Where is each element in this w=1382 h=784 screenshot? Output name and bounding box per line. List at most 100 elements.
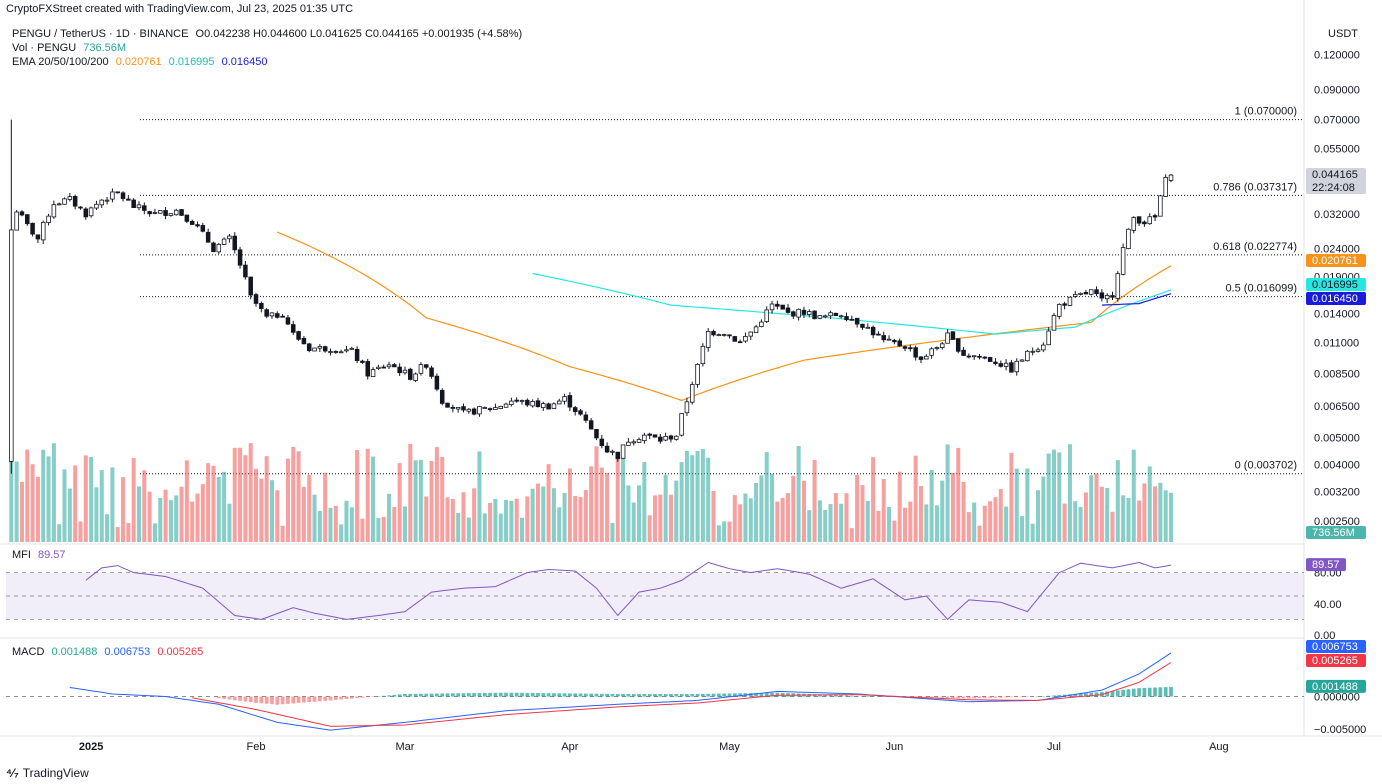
volume-bar — [764, 452, 769, 542]
candle-body — [40, 221, 46, 241]
candle-body — [993, 361, 998, 364]
volume-bar — [982, 505, 987, 542]
volume-bar — [30, 464, 35, 542]
volume-bar — [535, 483, 540, 542]
volume-bar — [488, 502, 493, 542]
volume-bar — [25, 449, 30, 542]
macd-histogram-bar — [610, 693, 615, 697]
volume-bar — [913, 455, 918, 542]
candle-body — [189, 221, 195, 225]
macd-histogram-bar — [1046, 695, 1051, 697]
candle-body — [56, 203, 62, 206]
volume-bar — [78, 521, 83, 542]
volume-bar — [243, 455, 248, 542]
volume-bar — [887, 507, 892, 542]
volume-bar — [179, 486, 184, 542]
macd-histogram-bar — [381, 695, 386, 697]
candle-body — [1152, 215, 1158, 218]
candle-body — [397, 366, 402, 374]
volume-bar — [301, 486, 306, 542]
time-tick-label: May — [719, 741, 740, 753]
candle-body — [620, 444, 626, 459]
candle-body — [689, 384, 695, 403]
volume-bar — [908, 501, 913, 542]
macd-histogram-bar — [1169, 686, 1173, 697]
macd-histogram-bar — [254, 696, 258, 703]
candle-body — [860, 323, 865, 328]
candle-body — [977, 355, 982, 358]
candle-body — [530, 401, 535, 407]
candle-body — [466, 408, 472, 412]
macd-histogram-bar — [1084, 693, 1088, 697]
volume-bar — [844, 493, 849, 542]
candle-body — [115, 191, 120, 194]
volume-bar — [211, 465, 216, 542]
volume-bar — [254, 468, 259, 542]
volume-bar — [658, 494, 663, 542]
candle-body — [945, 332, 950, 344]
volume-bar — [1083, 492, 1088, 542]
candle-body — [1099, 292, 1105, 299]
macd-histogram-bar — [685, 693, 689, 697]
candle-body — [668, 435, 674, 440]
volume-bar — [924, 504, 929, 542]
macd-histogram-bar — [243, 696, 248, 702]
candle-body — [519, 400, 525, 402]
volume-bar — [961, 481, 966, 542]
macd-histogram-bar — [456, 693, 461, 697]
candle-body — [184, 214, 190, 222]
ohlc-values: O0.042238 H0.044600 L0.041625 C0.044165 … — [195, 28, 523, 40]
candle-body — [801, 309, 807, 315]
macd-histogram-bar — [993, 696, 998, 698]
macd-histogram-bar — [1142, 687, 1147, 697]
macd-histogram-bar — [349, 696, 354, 699]
volume-bar — [35, 476, 40, 542]
volume-bar — [259, 478, 264, 542]
macd-histogram-bar — [589, 693, 594, 697]
volume-bar — [716, 525, 721, 542]
volume-bar — [684, 450, 689, 542]
candle-body — [35, 234, 41, 240]
volume-bar — [184, 460, 189, 542]
volume-bar — [376, 518, 381, 542]
candle-body — [950, 331, 956, 340]
macd-histogram-bar — [1052, 695, 1056, 697]
volume-bar — [466, 517, 471, 542]
candle-body — [487, 408, 493, 411]
macd-histogram-bar — [461, 693, 466, 697]
macd-histogram-bar — [248, 696, 253, 703]
volume-bar — [626, 485, 631, 542]
volume-bar — [1147, 466, 1152, 542]
macd-histogram-bar — [392, 694, 397, 697]
candle-body — [1136, 216, 1142, 224]
volume-bar — [1094, 473, 1099, 542]
macd-histogram-bar — [583, 693, 588, 697]
volume-bar — [1073, 501, 1078, 542]
macd-histogram-bar — [1121, 689, 1125, 697]
candle-body — [142, 205, 147, 211]
candle-body — [604, 445, 610, 453]
candle-body — [721, 334, 727, 336]
volume-bar — [1020, 516, 1025, 542]
macd-histogram-bar — [754, 693, 758, 697]
macd-histogram-bar — [1030, 696, 1035, 698]
volume-bar — [498, 513, 503, 542]
macd-histogram-bar — [227, 696, 232, 700]
tradingview-logo[interactable]: ⁴⁄₇ TradingView — [6, 766, 89, 780]
candle-body — [1062, 303, 1067, 306]
volume-bar — [663, 474, 668, 542]
candle-body — [652, 434, 658, 438]
macd-label: MACD — [12, 646, 45, 658]
mfi-legend: MFI 89.57 — [12, 549, 70, 561]
candle-body — [482, 407, 488, 409]
macd-histogram-bar — [1025, 696, 1030, 698]
volume-bar — [695, 451, 700, 542]
candle-body — [243, 264, 248, 278]
candle-body — [642, 434, 647, 442]
volume-bar — [424, 496, 429, 542]
volume-bar — [839, 503, 844, 542]
candle-body — [221, 238, 227, 245]
candle-body — [232, 235, 238, 251]
volume-bar — [62, 469, 67, 542]
